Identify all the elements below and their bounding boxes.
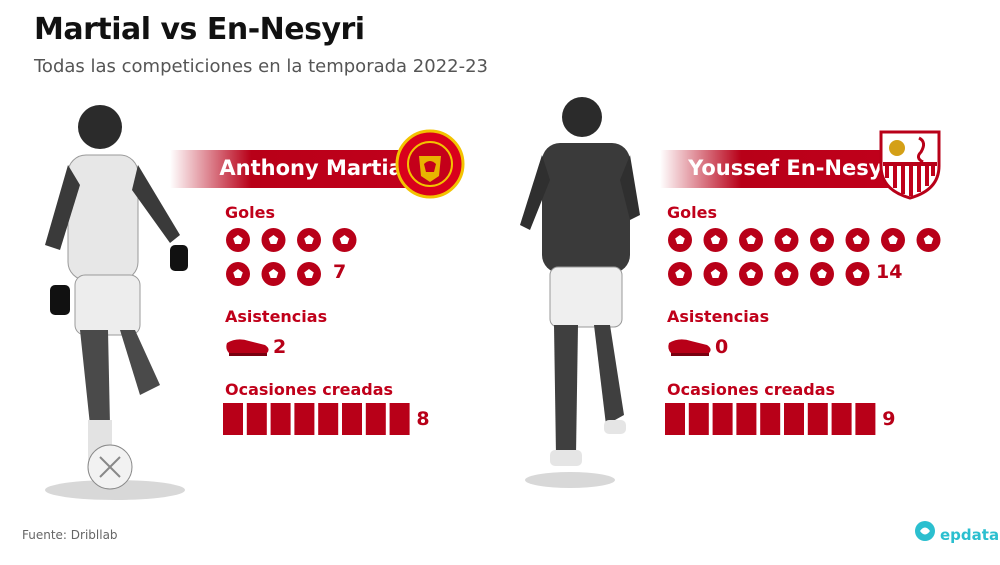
goals-icon-row <box>226 228 357 286</box>
brand-name: epdata <box>940 526 1000 544</box>
goals-label: Goles <box>667 203 717 222</box>
goal-ball-icon <box>774 228 799 252</box>
goals-value: 14 <box>876 261 903 283</box>
assists-label: Asistencias <box>225 307 328 326</box>
goal-ball-icon <box>810 262 834 286</box>
chance-bar <box>246 403 267 435</box>
goal-ball-icon <box>703 262 728 286</box>
goal-ball-icon <box>703 228 728 252</box>
chances-bar-row <box>223 403 410 435</box>
chance-bar <box>270 403 291 435</box>
goal-ball-icon <box>261 228 286 252</box>
player-name: Anthony Martial <box>219 156 410 180</box>
manchester-united-crest-icon <box>395 129 465 199</box>
page-subtitle: Todas las competiciones en la temporada … <box>34 56 489 77</box>
chance-bar <box>365 403 386 435</box>
chance-bar <box>342 403 362 435</box>
chance-bar <box>807 403 828 435</box>
chance-bar <box>831 403 852 435</box>
chance-bar <box>688 403 709 435</box>
chance-bar <box>712 403 733 435</box>
goal-ball-icon <box>297 228 321 252</box>
goal-ball-icon <box>739 262 763 286</box>
goal-ball-icon <box>774 262 799 286</box>
assists-label: Asistencias <box>667 307 770 326</box>
boot-icon <box>226 339 269 356</box>
goal-ball-icon <box>845 228 870 252</box>
goal-ball-icon <box>881 228 905 252</box>
goals-icon-row <box>668 228 941 286</box>
goals-value: 7 <box>333 261 347 283</box>
goal-ball-icon <box>916 228 941 252</box>
chance-bar <box>389 403 410 435</box>
chances-label: Ocasiones creadas <box>667 380 836 399</box>
page-title: Martial vs En-Nesyri <box>34 12 365 47</box>
goal-ball-icon <box>226 228 250 252</box>
chance-bar <box>855 403 876 435</box>
player-panel-martial: Anthony Martial Goles 7 Asistencias 2 Oc… <box>20 95 490 505</box>
chance-bar <box>760 403 781 435</box>
player-name-banner: Anthony Martial <box>170 150 440 188</box>
chances-value: 8 <box>416 408 430 430</box>
player-name: Youssef En-Nesyri <box>688 156 900 180</box>
goal-ball-icon <box>332 228 357 252</box>
chance-bar <box>223 403 243 435</box>
chances-label: Ocasiones creadas <box>225 380 394 399</box>
chances-value: 9 <box>882 408 896 430</box>
player-photo-martial <box>45 105 188 500</box>
chances-bar-row <box>665 403 876 435</box>
goal-ball-icon <box>810 228 834 252</box>
chance-bar <box>665 403 685 435</box>
source-note: Fuente: Dribllab <box>22 528 118 542</box>
chance-bar <box>294 403 315 435</box>
player-photo-en-nesyri <box>520 97 640 488</box>
boot-icon <box>668 339 711 356</box>
player-panel-en-nesyri: Youssef En-Nesyri Goles 14 Asistencias 0… <box>510 95 980 505</box>
sevilla-fc-crest-icon <box>879 130 941 200</box>
goal-ball-icon <box>739 228 763 252</box>
epdata-logo-icon <box>915 521 935 541</box>
goal-ball-icon <box>226 262 250 286</box>
goals-label: Goles <box>225 203 275 222</box>
goal-ball-icon <box>845 262 870 286</box>
chance-bar <box>318 403 339 435</box>
assists-value: 2 <box>273 336 287 358</box>
chance-bar <box>784 403 804 435</box>
goal-ball-icon <box>668 262 692 286</box>
goal-ball-icon <box>297 262 321 286</box>
goal-ball-icon <box>668 228 692 252</box>
goal-ball-icon <box>261 262 286 286</box>
chance-bar <box>736 403 757 435</box>
assists-value: 0 <box>715 336 729 358</box>
